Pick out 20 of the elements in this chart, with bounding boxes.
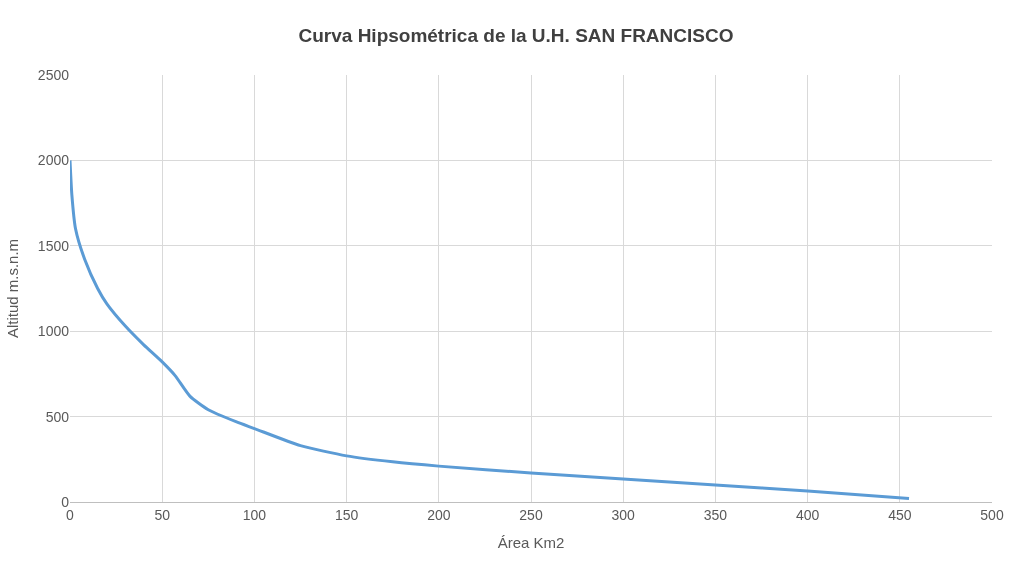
y-tick-label: 1500: [37, 237, 70, 254]
x-tick-label: 300: [611, 506, 636, 523]
chart-title: Curva Hipsométrica de la U.H. SAN FRANCISCO: [298, 24, 734, 46]
x-tick-label: 350: [703, 506, 728, 523]
x-axis-title: Área Km2: [497, 533, 565, 551]
y-tick-label: 500: [45, 408, 70, 425]
y-tick-label: 0: [61, 493, 70, 510]
x-tick-label: 200: [427, 506, 451, 523]
x-tick-label: 500: [980, 506, 1004, 523]
x-tick-label: 150: [334, 506, 359, 523]
x-tick-label: 100: [242, 506, 267, 523]
y-axis-title: Altitud m.s.n.m: [4, 238, 22, 339]
y-tick-label: 2000: [37, 152, 70, 169]
y-tick-label: 1000: [37, 323, 70, 340]
x-tick-label: 250: [519, 506, 543, 523]
x-tick-label: 50: [154, 506, 171, 523]
y-tick-label: 2500: [37, 66, 70, 83]
line-series: [70, 158, 911, 501]
x-tick-label: 400: [795, 506, 820, 523]
x-tick-label: 450: [888, 506, 912, 523]
